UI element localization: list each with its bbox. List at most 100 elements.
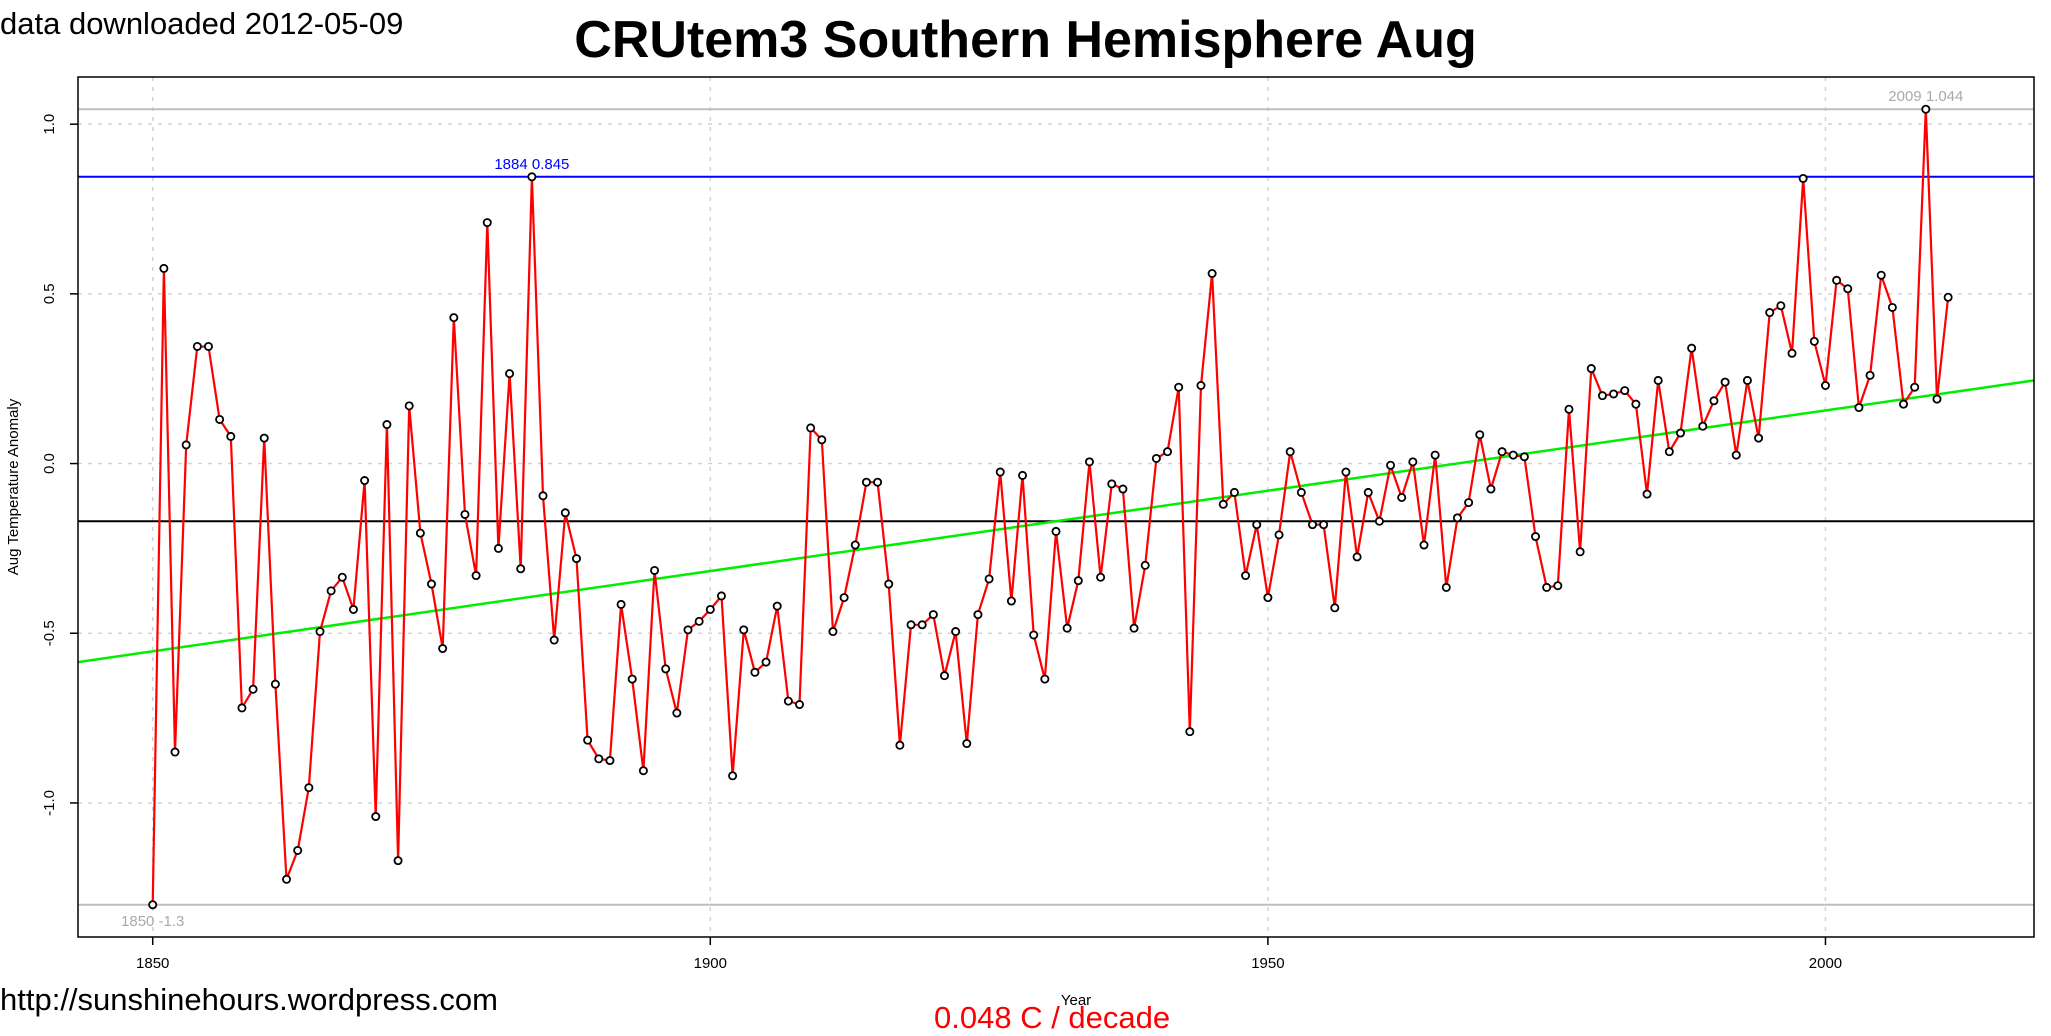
data-point — [1798, 173, 1808, 183]
data-point — [1742, 375, 1752, 385]
data-point — [1720, 377, 1730, 387]
data-point — [571, 554, 581, 564]
data-point — [1687, 343, 1697, 353]
data-point — [850, 540, 860, 550]
data-point — [583, 735, 593, 745]
data-point — [337, 572, 347, 582]
data-point — [1006, 596, 1016, 606]
data-point — [1475, 430, 1485, 440]
data-point — [1218, 499, 1228, 509]
data-point — [828, 627, 838, 637]
axes: 1850 1900 1950 2000 -1.0 -0.5 0.0 0.5 1.0 Year Aug… — [5, 76, 2035, 1009]
data-point — [460, 509, 470, 519]
data-point — [449, 313, 459, 323]
data-point — [1185, 727, 1195, 737]
data-point — [293, 845, 303, 855]
data-point — [806, 423, 816, 433]
data-point — [1441, 582, 1451, 592]
data-point — [728, 771, 738, 781]
data-point — [237, 703, 247, 713]
data-point — [895, 740, 905, 750]
data-point — [705, 604, 715, 614]
data-point — [1508, 450, 1518, 460]
data-point — [1430, 450, 1440, 460]
data-point — [1519, 452, 1529, 462]
data-point — [1865, 370, 1875, 380]
data-point — [1241, 571, 1251, 581]
download-note: data downloaded 2012-05-09 — [0, 6, 404, 41]
data-point — [1062, 623, 1072, 633]
data-point — [1586, 364, 1596, 374]
data-point — [259, 433, 269, 443]
data-point — [1118, 484, 1128, 494]
plot-frame — [77, 76, 2035, 938]
data-point — [772, 601, 782, 611]
data-point — [783, 696, 793, 706]
data-point — [627, 674, 637, 684]
data-point — [1408, 457, 1418, 467]
data-point — [1419, 540, 1429, 550]
data-point — [348, 604, 358, 614]
data-point — [594, 754, 604, 764]
data-point — [1642, 489, 1652, 499]
data-point — [1609, 389, 1619, 399]
site-url: http://sunshinehours.wordpress.com — [0, 982, 498, 1017]
data-point — [1943, 292, 1953, 302]
data-point — [371, 812, 381, 822]
data-point — [1174, 382, 1184, 392]
data-point — [1107, 479, 1117, 489]
data-point — [1776, 301, 1786, 311]
data-point — [315, 627, 325, 637]
data-point — [1374, 516, 1384, 526]
data-point — [1252, 520, 1262, 530]
data-point — [638, 766, 648, 776]
data-point — [1631, 399, 1641, 409]
data-point — [181, 440, 191, 450]
data-point — [739, 625, 749, 635]
data-point — [1486, 484, 1496, 494]
trend-note: 0.048 C / decade — [934, 1000, 1171, 1035]
data-point — [1151, 453, 1161, 463]
series-anomaly — [148, 104, 1953, 910]
data-point — [962, 739, 972, 749]
y-tick-label: -0.5 — [41, 620, 58, 646]
data-point — [438, 644, 448, 654]
data-point — [650, 565, 660, 575]
data-point — [1274, 530, 1284, 540]
data-point — [1386, 460, 1396, 470]
data-point — [1932, 394, 1942, 404]
data-point — [1675, 428, 1685, 438]
data-point — [1029, 630, 1039, 640]
data-point — [716, 591, 726, 601]
data-point — [683, 625, 693, 635]
ref-label-highest: 2009 1.044 — [1888, 88, 1963, 105]
data-point — [560, 508, 570, 518]
data-point — [1207, 269, 1217, 279]
y-tick-label: 0.5 — [41, 283, 58, 304]
data-point — [1754, 433, 1764, 443]
data-point — [203, 341, 213, 351]
data-point — [1307, 520, 1317, 530]
data-point — [471, 571, 481, 581]
data-point — [538, 491, 548, 501]
x-tick-label: 1950 — [1251, 955, 1284, 972]
data-point — [549, 635, 559, 645]
data-point — [1653, 375, 1663, 385]
data-point — [1319, 520, 1329, 530]
data-point — [839, 593, 849, 603]
data-point — [750, 667, 760, 677]
data-point — [1452, 513, 1462, 523]
data-point — [1497, 447, 1507, 457]
data-point — [482, 218, 492, 228]
x-tick-label: 2000 — [1809, 955, 1842, 972]
data-point — [694, 616, 704, 626]
data-point — [248, 684, 258, 694]
data-point — [939, 671, 949, 681]
data-point — [661, 664, 671, 674]
data-point — [1553, 581, 1563, 591]
data-point — [1620, 386, 1630, 396]
data-point — [1765, 308, 1775, 318]
data-point — [1597, 391, 1607, 401]
series-line — [151, 108, 1950, 905]
data-point — [215, 414, 225, 424]
